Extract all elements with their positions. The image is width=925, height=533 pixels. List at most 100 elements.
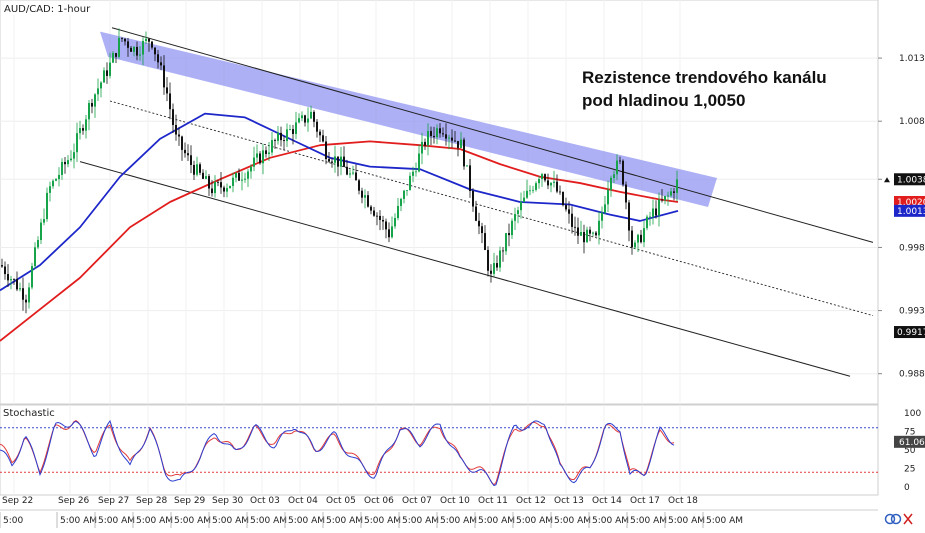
stoch-tick-label: 75: [904, 428, 915, 438]
candle-body: [616, 160, 618, 175]
candle-body: [628, 202, 630, 231]
candle-body: [64, 161, 66, 165]
candle-body: [22, 288, 24, 300]
stoch-label: Stochastic: [3, 408, 55, 419]
candle-body: [91, 103, 93, 107]
candle-body: [256, 153, 258, 158]
candle-body: [34, 247, 36, 267]
ma-layer: [0, 112, 679, 342]
stoch-label-bg: [1, 406, 45, 419]
candle-body: [13, 279, 15, 280]
candle-body: [610, 177, 612, 190]
candle-body: [184, 149, 186, 154]
candle-body: [340, 156, 342, 167]
date-label: Sep 29: [174, 496, 206, 506]
candle-body: [55, 179, 57, 181]
candle-body: [403, 190, 405, 199]
candle-body: [613, 174, 615, 178]
candle-body: [151, 41, 153, 48]
candle-body: [439, 128, 441, 134]
candle-body: [583, 232, 585, 243]
candle-body: [478, 220, 480, 227]
candle-body: [301, 115, 303, 119]
candle-body: [652, 208, 654, 217]
time-label: 5:00 AM: [98, 516, 135, 526]
candle-body: [637, 234, 639, 243]
candle-body: [445, 134, 447, 139]
candle-body: [268, 152, 270, 154]
candle-body: [424, 141, 426, 146]
candle-body: [565, 205, 567, 210]
candle-body: [595, 232, 597, 236]
candle-body: [589, 229, 591, 234]
candle-body: [607, 189, 609, 205]
symbol-label-bg: [1, 1, 73, 15]
candle-body: [643, 228, 645, 243]
candle-body: [391, 226, 393, 238]
price-tick-label: 0.9884: [899, 370, 925, 380]
date-label: Oct 11: [478, 496, 508, 506]
candle-body: [430, 131, 432, 136]
candle-body: [397, 205, 399, 219]
candle-body: [52, 180, 54, 187]
candle-body: [505, 233, 507, 252]
candle-body: [148, 38, 150, 42]
time-label: 5:00 AM: [630, 516, 667, 526]
date-label: Oct 10: [440, 496, 470, 506]
date-label: Oct 06: [364, 496, 394, 506]
candle-body: [499, 250, 501, 268]
candle-body: [379, 215, 381, 220]
date-label: Oct 03: [250, 496, 280, 506]
candle-body: [562, 192, 564, 206]
candle-body: [337, 156, 339, 167]
candle-body: [262, 150, 264, 164]
price-badge: [894, 204, 925, 217]
candle-body: [460, 139, 462, 148]
candle-body: [79, 128, 81, 134]
candle-body: [136, 46, 138, 56]
candle-body: [277, 132, 279, 141]
candle-body: [334, 156, 336, 163]
candle-body: [154, 47, 156, 55]
time-label: 5:00 AM: [364, 516, 401, 526]
candle-body: [559, 191, 561, 193]
candle-body: [433, 135, 435, 138]
candle-body: [31, 266, 33, 288]
candle-body: [10, 279, 12, 281]
candle-body: [406, 190, 408, 191]
stoch-badge: [894, 435, 925, 448]
channel-lower-line: [79, 161, 851, 377]
candle-body: [676, 179, 678, 193]
candle-body: [517, 210, 519, 215]
price-badge-label: 1.0020: [897, 198, 925, 208]
close-icon[interactable]: [903, 513, 913, 525]
candle-body: [412, 171, 414, 176]
candle-body: [199, 164, 201, 173]
candle-body: [118, 37, 120, 57]
candle-body: [25, 299, 27, 303]
candle-body: [304, 115, 306, 123]
candle-body: [493, 263, 495, 274]
main-panel: [0, 0, 879, 405]
candle-body: [601, 212, 603, 221]
candle-body: [550, 182, 552, 186]
crosshair-icon[interactable]: [884, 513, 902, 525]
candle-body: [568, 209, 570, 214]
date-label: Sep 26: [58, 496, 90, 506]
candle-body: [466, 165, 468, 167]
time-label: 5:00 AM: [440, 516, 477, 526]
candle-body: [667, 195, 669, 197]
candle-body: [541, 174, 543, 180]
candle-body: [202, 172, 204, 179]
time-label: 5:00 AM: [212, 516, 249, 526]
candle-body: [70, 158, 72, 161]
candle-body: [241, 179, 243, 181]
candle-body: [574, 226, 576, 228]
candle-body: [346, 166, 348, 175]
candle-body: [673, 191, 675, 193]
date-label: Sep 28: [136, 496, 168, 506]
price-badge-label: 1.0013: [897, 207, 925, 217]
candle-body: [634, 242, 636, 248]
candle-body: [133, 46, 135, 52]
candle-body: [619, 160, 621, 162]
